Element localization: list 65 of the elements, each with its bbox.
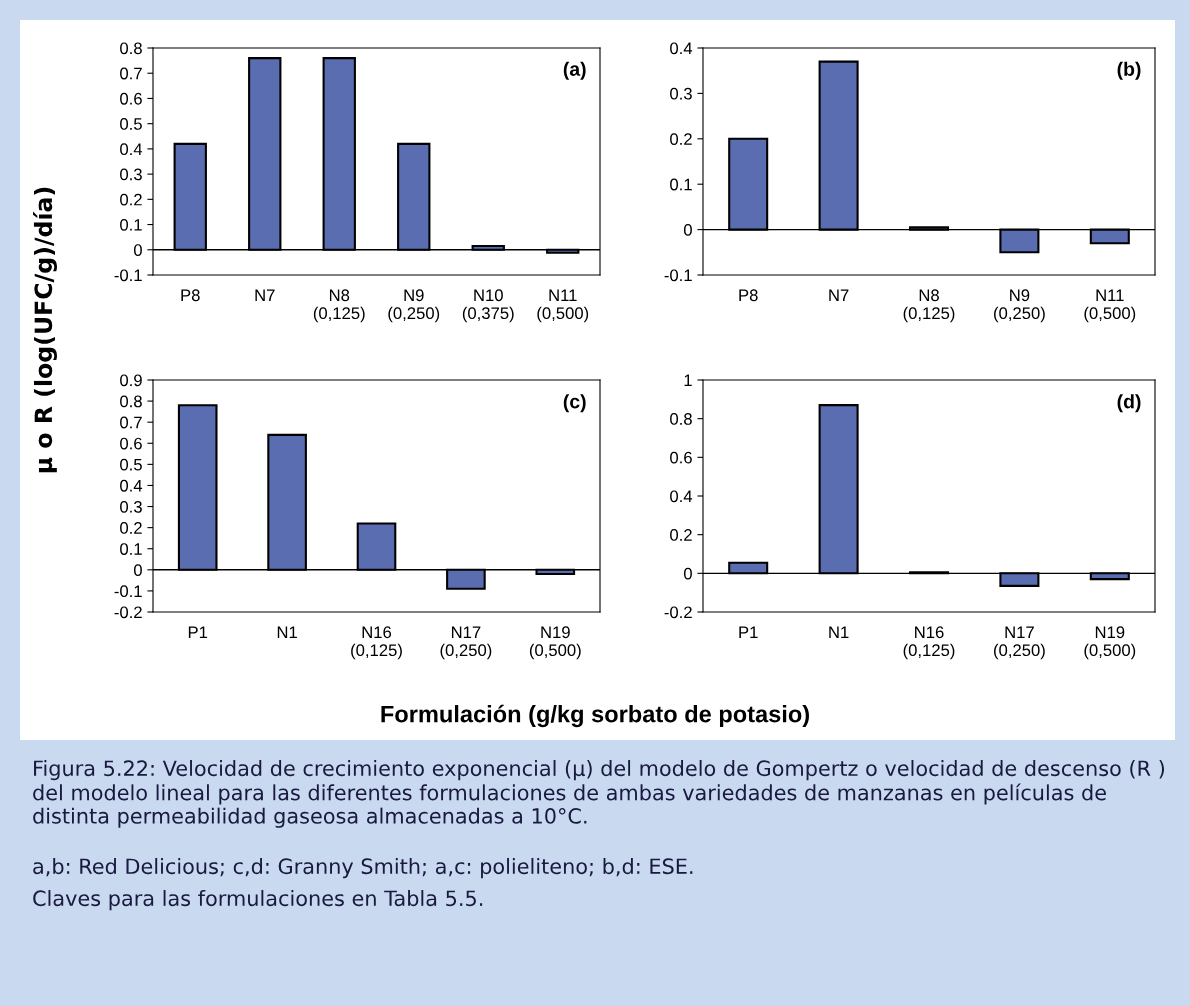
x-tick-label: N16 (0,125) — [903, 626, 955, 660]
x-tick-label: N1 — [829, 626, 849, 638]
text: (c) — [563, 394, 586, 413]
y-tick-label: 0.3 — [120, 168, 142, 181]
y-tick-label: 0 — [133, 564, 142, 577]
x-axis-title: Formulación (g/kg sorbato de potasio) — [381, 704, 809, 728]
text: (d) — [1117, 394, 1141, 413]
y-tick-label: 1 — [684, 374, 692, 387]
x-tick-label: P1 — [188, 626, 208, 638]
y-tick-label: 0 — [683, 224, 692, 236]
y-tick-label: 0 — [133, 244, 142, 256]
y-axis-title: μ o R (log(UFC/g)/día) — [33, 187, 57, 473]
y-tick-label: 0.5 — [120, 458, 142, 471]
y-tick-label: 0.3 — [670, 87, 692, 100]
y-tick-label: 0.6 — [120, 92, 142, 105]
x-tick-label: N19 (0,500) — [529, 626, 581, 660]
y-tick-label: 0.8 — [120, 395, 142, 408]
x-tick-label: N9 (0,250) — [994, 289, 1045, 323]
x-tick-label: N11 (0,500) — [1084, 289, 1136, 323]
x-tick-label: N7 — [255, 289, 275, 301]
y-tick-label: 0.2 — [120, 522, 142, 534]
y-tick-label: -0.1 — [664, 269, 692, 282]
y-tick-label: -0.1 — [114, 269, 142, 282]
y-tick-label: 0.6 — [120, 437, 142, 450]
y-tick-label: 0.2 — [670, 529, 692, 541]
y-tick-label: -0.2 — [664, 606, 692, 619]
x-tick-label: N11 (0,500) — [537, 289, 589, 323]
x-tick-label: N9 (0,250) — [388, 289, 440, 323]
x-tick-label: N8 (0,125) — [313, 289, 365, 323]
x-tick-label: N8 (0,125) — [903, 289, 955, 323]
y-tick-label: 0.5 — [120, 118, 142, 130]
y-tick-label: 0.4 — [120, 143, 143, 156]
y-tick-label: 0.2 — [670, 133, 692, 145]
y-tick-label: -0.1 — [114, 585, 142, 598]
text: Figura 5.22: Velocidad de crecimiento exponencial (μ) del modelo de Gompertz o velocidad de descenso (R ) del modelo lineal para las diferentes formulaciones de ambas variedades de manzanas en películas de distinta permeabilidad gaseosa almacenadas a 10°C. — [33, 760, 1165, 828]
text: a,b: Red Delicious; c,d: Granny Smith; a,c: polieliteno; b,d: ESE. — [33, 858, 693, 879]
y-tick-label: 0.1 — [120, 543, 142, 555]
x-tick-label: P8 — [739, 289, 758, 302]
x-tick-label: N16 (0,125) — [351, 626, 402, 660]
y-tick-label: 0.2 — [120, 193, 142, 206]
x-tick-label: P8 — [181, 289, 200, 302]
text: (b) — [1117, 61, 1141, 80]
y-tick-label: 0.1 — [670, 178, 692, 191]
y-tick-label: 0.4 — [670, 42, 693, 55]
x-tick-label: N1 — [277, 626, 297, 638]
y-tick-label: 0.4 — [120, 479, 143, 492]
y-tick-label: 0.7 — [120, 67, 142, 80]
text: Claves para las formulaciones en Tabla 5.5. — [33, 890, 483, 911]
x-tick-label: N10 (0,375) — [462, 289, 514, 323]
y-tick-label: 0.1 — [120, 218, 142, 231]
y-tick-label: 0.9 — [120, 374, 142, 387]
x-tick-label: N17 (0,250) — [994, 626, 1045, 660]
y-tick-label: 0.6 — [670, 451, 692, 464]
y-tick-label: 0.7 — [120, 416, 142, 429]
x-tick-label: N7 — [829, 289, 849, 301]
y-tick-label: -0.2 — [114, 606, 142, 619]
x-tick-label: P1 — [739, 626, 758, 638]
x-tick-label: N19 (0,500) — [1084, 626, 1136, 660]
text: (a) — [563, 61, 586, 80]
y-tick-label: 0.3 — [120, 500, 142, 513]
y-tick-label: 0 — [683, 567, 692, 580]
y-tick-label: 0.4 — [670, 490, 693, 503]
y-tick-label: 0.8 — [120, 42, 142, 55]
y-tick-label: 0.8 — [670, 413, 692, 425]
x-tick-label: N17 (0,250) — [440, 626, 492, 660]
